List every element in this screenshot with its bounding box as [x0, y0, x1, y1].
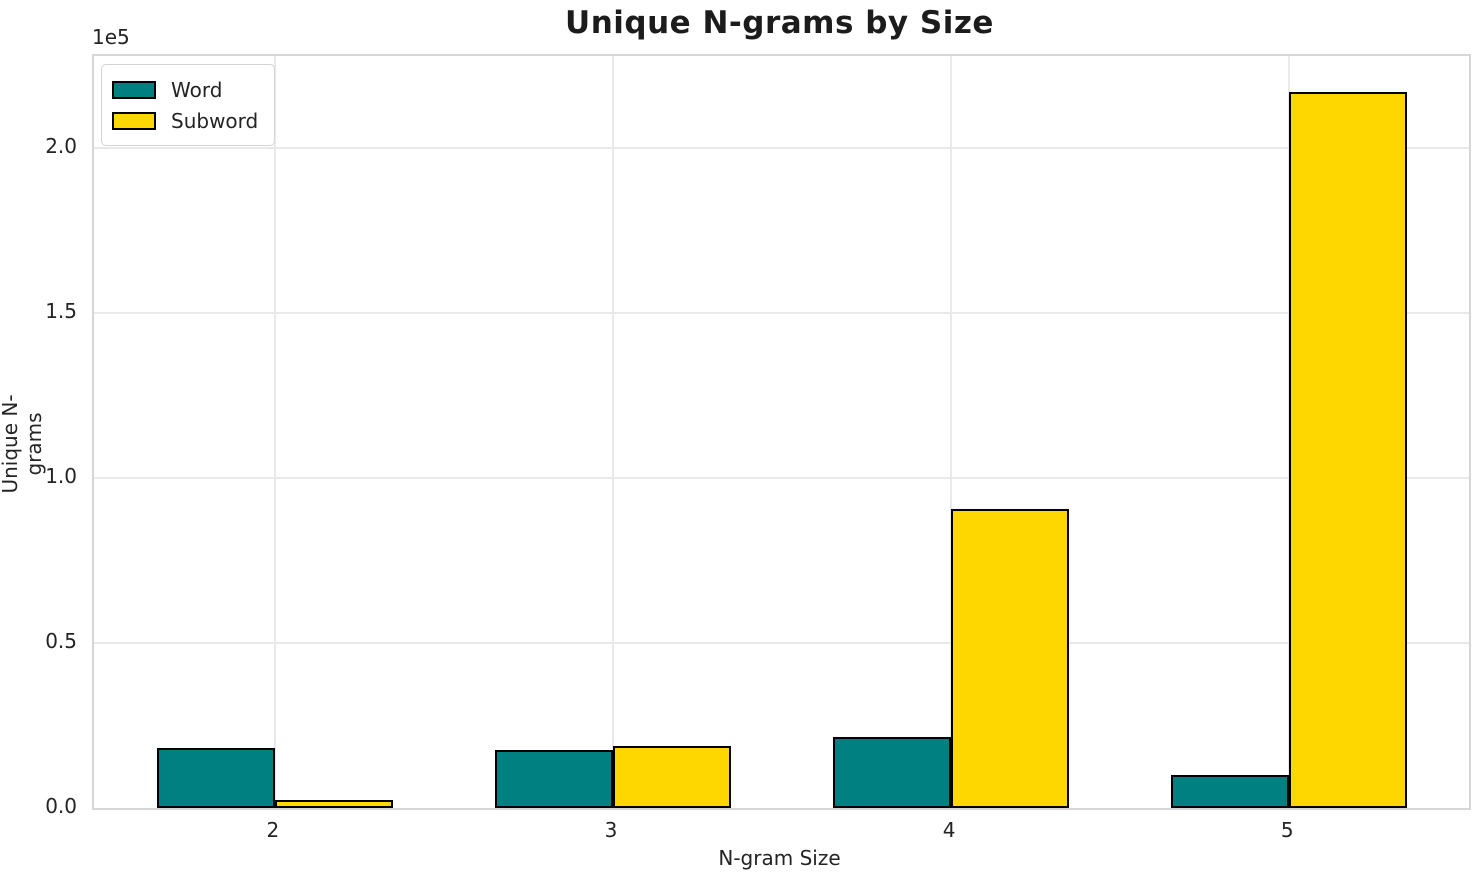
x-tick-label: 5 — [1280, 818, 1294, 842]
x-tick-label: 2 — [266, 818, 280, 842]
plot-area: Word Subword — [92, 54, 1471, 810]
y-axis-offset-label: 1e5 — [92, 25, 130, 49]
legend-entry-word: Word — [112, 74, 258, 105]
legend-label-word: Word — [171, 77, 223, 102]
bar-subword-4 — [951, 509, 1070, 808]
legend-label-subword: Subword — [171, 108, 259, 133]
word-series-swatch — [112, 80, 156, 99]
horizontal-gridline — [94, 312, 1469, 315]
legend-entry-subword: Subword — [112, 105, 258, 136]
bar-word-2 — [156, 747, 275, 808]
vertical-gridline — [273, 56, 276, 808]
y-tick-label: 2.0 — [45, 134, 77, 159]
y-axis-label: Unique N-grams — [0, 394, 46, 494]
x-axis-label: N-gram Size — [718, 846, 841, 870]
bar-subword-3 — [613, 745, 732, 808]
y-tick-label: 0.5 — [45, 629, 77, 653]
vertical-gridline — [612, 56, 614, 808]
bar-subword-2 — [274, 800, 394, 808]
bar-word-5 — [1170, 775, 1290, 808]
horizontal-gridline — [94, 147, 1469, 150]
y-tick-label: 0.0 — [45, 794, 77, 818]
bar-subword-5 — [1289, 91, 1408, 808]
bar-word-3 — [494, 749, 613, 808]
subword-series-swatch — [112, 111, 156, 130]
horizontal-gridline — [94, 642, 1469, 644]
bar-word-4 — [832, 737, 952, 808]
y-tick-label: 1.5 — [45, 299, 77, 324]
horizontal-gridline — [94, 477, 1469, 480]
x-tick-label: 3 — [604, 818, 618, 842]
vertical-gridline — [950, 56, 953, 808]
chart-title: Unique N-grams by Size — [565, 5, 994, 41]
y-tick-label: 1.0 — [45, 464, 77, 489]
legend: Word Subword — [101, 64, 276, 146]
x-tick-label: 4 — [942, 818, 956, 842]
